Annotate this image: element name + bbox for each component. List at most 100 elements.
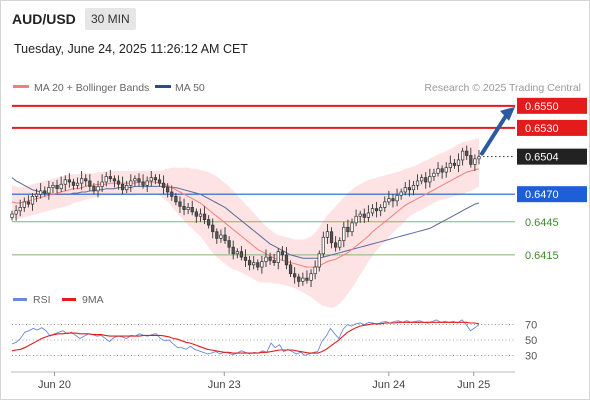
candle xyxy=(125,180,129,194)
candle xyxy=(104,172,108,187)
candle-body xyxy=(317,253,321,268)
candle xyxy=(30,193,35,211)
candle xyxy=(194,208,198,223)
candle xyxy=(116,175,121,190)
candle-body xyxy=(460,150,465,161)
candle xyxy=(178,196,182,213)
level-label-box xyxy=(517,119,587,136)
candle xyxy=(456,153,461,173)
candle-body xyxy=(198,213,203,217)
candle-body xyxy=(420,177,424,182)
rsi-tick-label: 30 xyxy=(525,350,537,362)
candle-body xyxy=(71,181,76,186)
candle xyxy=(309,269,313,287)
rsi-tick-label: 70 xyxy=(525,320,537,332)
ma9-legend-label: 9MA xyxy=(82,294,104,306)
candle xyxy=(227,236,231,254)
candle xyxy=(26,195,31,208)
candle-body xyxy=(47,187,51,194)
x-axis-label: Jun 24 xyxy=(372,379,405,391)
candle-body xyxy=(428,176,432,183)
candle xyxy=(338,237,342,251)
level-label-box xyxy=(517,97,587,114)
candle-body xyxy=(469,155,473,165)
candle xyxy=(174,193,178,206)
candle-body xyxy=(444,167,448,173)
rsi-tick-label: 50 xyxy=(525,335,537,347)
candle-body xyxy=(305,277,309,281)
candle-body xyxy=(239,251,244,258)
candle-body xyxy=(96,186,100,192)
rsi-legend-label: RSI xyxy=(33,294,51,306)
forecast-arrow-shaft xyxy=(480,113,508,156)
candle-body xyxy=(288,264,293,275)
candle xyxy=(190,200,194,216)
forecast-arrow xyxy=(480,106,515,156)
candle xyxy=(51,182,55,194)
candle-body xyxy=(178,201,182,207)
candle xyxy=(260,256,264,274)
candle-body xyxy=(391,198,395,202)
candle-body xyxy=(280,251,284,256)
candle-body xyxy=(59,183,63,190)
candle xyxy=(243,249,248,268)
candle xyxy=(198,208,203,222)
symbol-title: AUD/USD xyxy=(12,11,76,27)
candle-body xyxy=(329,231,334,244)
candle-body xyxy=(301,277,305,282)
candle-body xyxy=(276,251,280,263)
candle xyxy=(120,176,125,195)
candle-body xyxy=(411,184,416,191)
candle-body xyxy=(387,198,391,203)
candle xyxy=(293,267,297,284)
candle-body xyxy=(223,234,227,241)
candle xyxy=(325,223,330,244)
forecast-arrow-head xyxy=(500,106,515,121)
candle-body xyxy=(166,187,170,193)
candle xyxy=(321,231,325,258)
candle xyxy=(362,208,366,223)
candle-body xyxy=(366,212,371,218)
candle-body xyxy=(346,226,350,233)
candle-body xyxy=(190,207,194,213)
candle-body xyxy=(67,179,71,183)
rsi-legend-swatch xyxy=(13,298,27,301)
level-label: 0.6504 xyxy=(525,152,559,164)
timeframe-badge[interactable]: 30 MIN xyxy=(85,8,136,30)
candle-body xyxy=(383,201,387,208)
x-axis-label: Jun 23 xyxy=(208,379,241,391)
candle xyxy=(14,205,18,221)
candle xyxy=(239,246,244,261)
candle xyxy=(268,252,272,265)
candle-body xyxy=(452,162,457,166)
candle-body xyxy=(34,193,39,197)
candle-body xyxy=(202,213,207,220)
candle xyxy=(358,210,362,223)
candle-body xyxy=(374,208,379,212)
candle xyxy=(182,198,186,216)
candle xyxy=(448,155,452,173)
candle xyxy=(75,177,80,189)
candle xyxy=(473,154,477,171)
candle xyxy=(96,180,100,198)
candle-body xyxy=(22,201,26,208)
candles xyxy=(10,145,481,287)
candle-body xyxy=(51,184,55,188)
candle-body xyxy=(75,182,80,186)
candle xyxy=(346,219,350,238)
candle xyxy=(350,218,354,237)
candle-body xyxy=(272,260,276,263)
candle-body xyxy=(215,231,219,239)
candle xyxy=(108,169,112,183)
rsi-line xyxy=(11,319,480,356)
candle-body xyxy=(436,168,440,174)
candle xyxy=(84,174,88,187)
candle xyxy=(80,170,84,190)
candle-body xyxy=(26,201,31,205)
candle xyxy=(297,273,301,287)
candle-body xyxy=(473,158,477,165)
candle-body xyxy=(153,177,157,181)
level-label: 0.6445 xyxy=(525,217,559,229)
candle-body xyxy=(268,256,272,261)
candle-body xyxy=(100,181,104,187)
